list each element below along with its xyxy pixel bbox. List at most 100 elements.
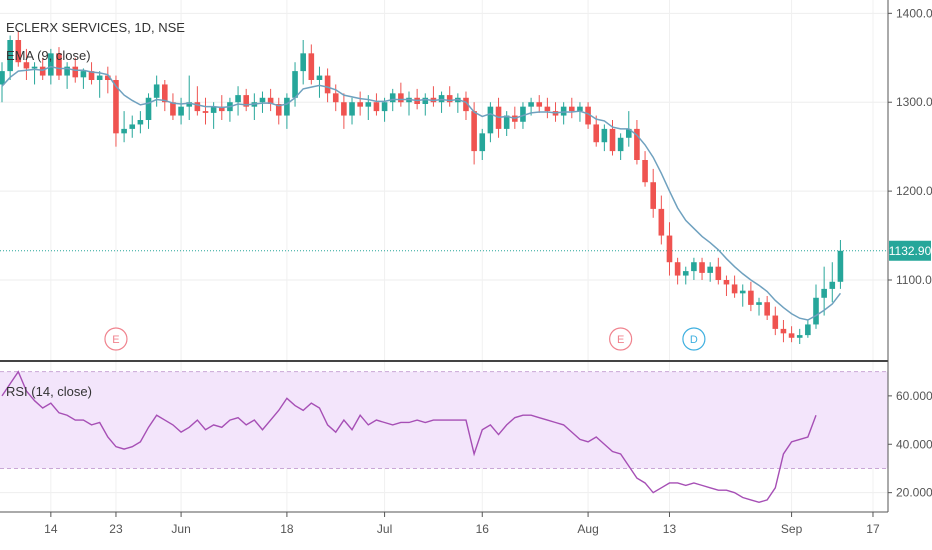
candle-body bbox=[178, 106, 184, 116]
event-marker-label: E bbox=[112, 334, 119, 346]
candle-body bbox=[682, 271, 689, 276]
candle-body bbox=[446, 95, 453, 103]
candle-body bbox=[48, 53, 54, 76]
candle-body bbox=[243, 95, 249, 107]
candle-body bbox=[772, 315, 779, 329]
candle-body bbox=[202, 111, 209, 113]
candle-body bbox=[39, 66, 46, 76]
candle-body bbox=[186, 102, 193, 107]
candle-body bbox=[837, 250, 844, 282]
candle-body bbox=[316, 75, 323, 80]
candle-body bbox=[788, 333, 795, 338]
candle-body bbox=[88, 71, 95, 80]
x-tick-label: 17 bbox=[866, 522, 880, 536]
candle-body bbox=[194, 102, 201, 112]
x-tick-label: Sep bbox=[781, 522, 803, 536]
candle-body bbox=[105, 75, 111, 80]
axes: 1100.00 1200.00 1300.00 1400.00 20.0000 40.00… bbox=[0, 0, 932, 536]
rsi-tick-label: 40.0000 bbox=[896, 437, 932, 451]
candle-body bbox=[218, 106, 225, 112]
price-tick-label: 1300.00 bbox=[896, 95, 932, 109]
candle-body bbox=[300, 53, 306, 72]
candle-body bbox=[731, 284, 738, 294]
candle-body bbox=[275, 104, 282, 116]
price-tick-label: 1400.00 bbox=[896, 6, 932, 20]
candle-body bbox=[31, 66, 38, 69]
candle-body bbox=[381, 102, 388, 112]
x-tick-label: 13 bbox=[663, 522, 677, 536]
candle-body bbox=[80, 71, 87, 78]
candle-body bbox=[796, 335, 803, 338]
candle-body bbox=[503, 115, 510, 129]
x-tick-label: 16 bbox=[476, 522, 490, 536]
candle-body bbox=[0, 71, 5, 85]
candle-body bbox=[463, 97, 469, 112]
candle-body bbox=[23, 62, 30, 69]
candle-body bbox=[805, 324, 811, 336]
candle-body bbox=[308, 53, 315, 80]
candle-body bbox=[528, 102, 534, 107]
last-price-label: 1132.90 bbox=[889, 244, 932, 258]
candle-body bbox=[332, 93, 339, 103]
candle-body bbox=[365, 102, 372, 107]
candle-body bbox=[267, 97, 274, 104]
candlesticks bbox=[0, 31, 844, 344]
event-marker-circle bbox=[104, 327, 128, 351]
candle-body bbox=[577, 106, 583, 112]
candle-body bbox=[764, 302, 770, 316]
candle-body bbox=[699, 262, 705, 273]
rsi-legend: RSI (14, close) bbox=[6, 384, 92, 399]
candle-body bbox=[284, 97, 290, 116]
candle-body bbox=[235, 95, 241, 103]
candle-body bbox=[349, 102, 355, 116]
candle-body bbox=[162, 84, 168, 103]
candle-body bbox=[487, 106, 494, 134]
candle-body bbox=[113, 80, 119, 134]
x-tick-label: Jun bbox=[171, 522, 190, 536]
candle-body bbox=[96, 75, 103, 80]
candle-body bbox=[56, 53, 62, 76]
candle-body bbox=[15, 40, 22, 63]
candle-body bbox=[153, 84, 160, 98]
event-marker-circle bbox=[682, 327, 706, 351]
candle-body bbox=[145, 97, 152, 120]
candle-body bbox=[642, 160, 648, 183]
candle-body bbox=[691, 262, 697, 272]
x-tick-label: 14 bbox=[44, 522, 58, 536]
candle-body bbox=[389, 93, 396, 103]
candle-body bbox=[292, 71, 298, 98]
candle-body bbox=[422, 97, 429, 104]
candle-body bbox=[544, 106, 551, 112]
candle-body bbox=[137, 120, 144, 125]
candle-body bbox=[674, 262, 681, 276]
ema-legend: EMA (9, close) bbox=[6, 48, 91, 63]
candle-body bbox=[650, 182, 656, 209]
candle-body bbox=[748, 290, 754, 305]
candle-body bbox=[341, 102, 347, 116]
ema-line bbox=[1, 65, 842, 321]
candle-body bbox=[64, 66, 70, 76]
x-tick-label: Aug bbox=[577, 522, 598, 536]
candle-body bbox=[739, 290, 746, 294]
candle-body bbox=[707, 266, 713, 273]
candle-body bbox=[373, 102, 380, 112]
x-tick-label: Jul bbox=[377, 522, 392, 536]
symbol-legend: ECLERX SERVICES, 1D, NSE bbox=[6, 20, 185, 35]
rsi-tick-label: 20.0000 bbox=[896, 486, 932, 500]
candle-body bbox=[601, 128, 608, 143]
candle-body bbox=[72, 66, 79, 78]
candle-body bbox=[634, 128, 640, 160]
candle-body bbox=[536, 102, 543, 107]
event-marker-label: D bbox=[690, 334, 698, 346]
event-marker-circle bbox=[609, 327, 633, 351]
candle-body bbox=[585, 106, 591, 125]
candle-body bbox=[569, 106, 575, 112]
candle-body bbox=[520, 106, 526, 122]
price-tick-label: 1100.00 bbox=[896, 273, 932, 287]
candle-body bbox=[121, 128, 127, 134]
rsi-panel bbox=[0, 370, 888, 504]
candle-body bbox=[658, 208, 665, 236]
candle-body bbox=[170, 102, 176, 116]
